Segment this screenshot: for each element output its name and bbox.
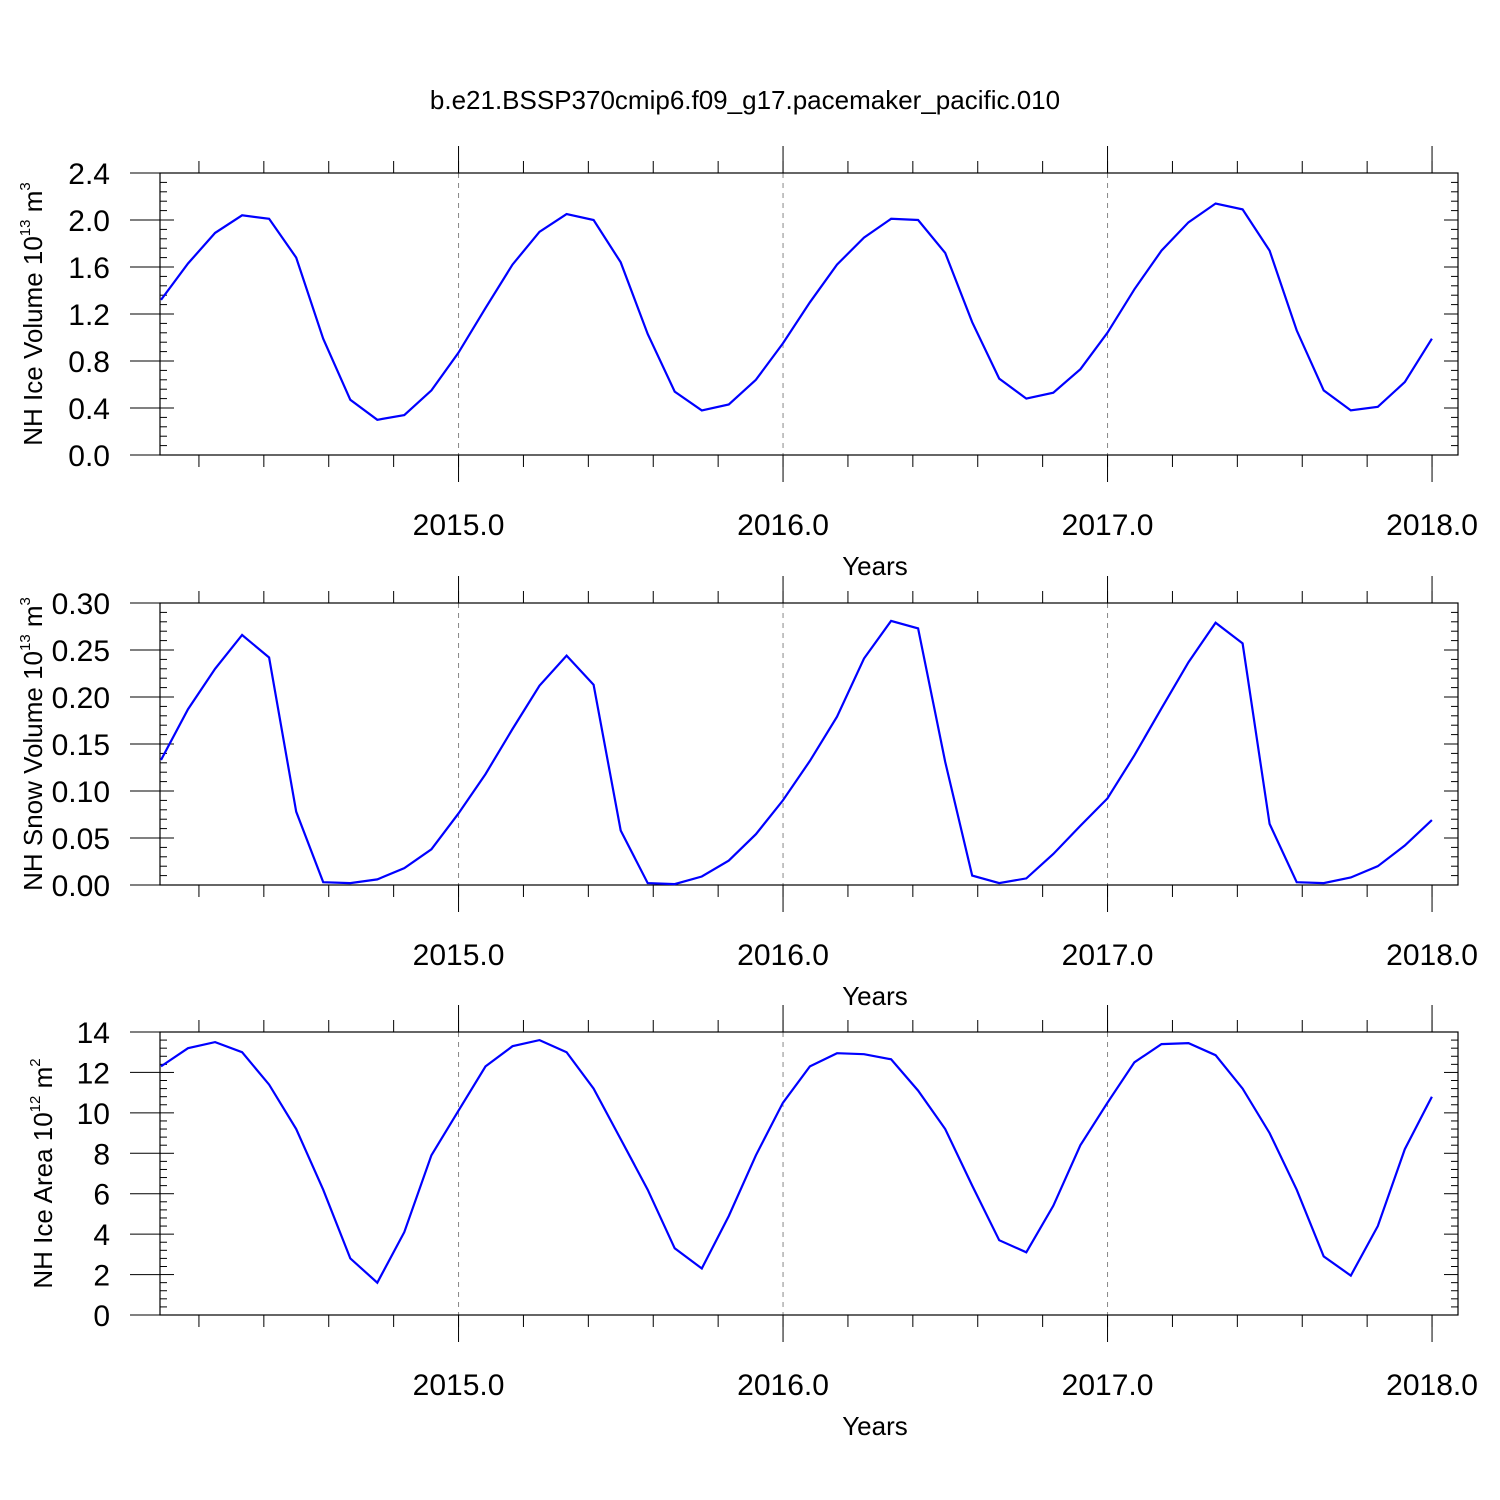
chart-panel-1: 2015.0 2016.0 2017.0 2018.0 0.0 0.4 0.8 1.2 1.6 2…: [17, 146, 1478, 581]
y-tick-label: 0.4: [68, 393, 110, 426]
y-axis-title: NH Snow Volume 1013 m3: [17, 597, 48, 891]
x-tick-label: 2017.0: [1062, 1369, 1154, 1402]
figure-title: b.e21.BSSP370cmip6.f09_g17.pacemaker_pac…: [430, 85, 1060, 115]
x-axis-title: Years: [842, 981, 908, 1011]
y-tick-label: 6: [93, 1179, 110, 1212]
x-tick-label: 2018.0: [1386, 509, 1478, 542]
y-tick-label: 14: [77, 1017, 110, 1050]
y-tick-label: 0.8: [68, 346, 110, 379]
x-tick-label: 2015.0: [413, 939, 505, 972]
x-tick-label: 2015.0: [413, 1369, 505, 1402]
y-tick-label: 12: [77, 1057, 110, 1090]
x-tick-label: 2016.0: [737, 1369, 829, 1402]
y-tick-label: 0.20: [52, 682, 110, 715]
y-tick-label: 2: [93, 1260, 110, 1293]
series-line: [160, 202, 1433, 421]
y-axis-title: NH Ice Volume 1013 m3: [17, 182, 48, 445]
y-tick-label: 0.00: [52, 870, 110, 903]
y-tick-label: 8: [93, 1138, 110, 1171]
x-tick-label: 2018.0: [1386, 939, 1478, 972]
y-tick-label: 0.15: [52, 729, 110, 762]
y-tick-label: 1.2: [68, 299, 110, 332]
series-line: [160, 1038, 1433, 1285]
x-tick-label: 2017.0: [1062, 509, 1154, 542]
y-tick-label: 2.0: [68, 205, 110, 238]
y-tick-label: 1.6: [68, 252, 110, 285]
plot-frame: [159, 602, 1459, 886]
series-line: [160, 619, 1433, 886]
x-axis-title: Years: [842, 1411, 908, 1441]
y-tick-label: 0.30: [52, 588, 110, 621]
y-tick-label: 10: [77, 1098, 110, 1131]
y-tick-label: 4: [93, 1219, 110, 1252]
x-tick-label: 2018.0: [1386, 1369, 1478, 1402]
x-tick-label: 2016.0: [737, 509, 829, 542]
x-tick-label: 2017.0: [1062, 939, 1154, 972]
y-tick-label: 0.10: [52, 776, 110, 809]
y-axis-title: NH Ice Area 1012 m2: [27, 1058, 58, 1288]
y-tick-label: 0.25: [52, 635, 110, 668]
y-tick-label: 0.05: [52, 823, 110, 856]
chart-panel-2: 2015.0 2016.0 2017.0 2018.0 0.00 0.05 0.10 0.15…: [17, 576, 1478, 1011]
x-tick-label: 2015.0: [413, 509, 505, 542]
x-tick-label: 2016.0: [737, 939, 829, 972]
y-tick-label: 0.0: [68, 440, 110, 473]
y-tick-label: 2.4: [68, 158, 110, 191]
plot-frame: [159, 1031, 1459, 1316]
y-tick-label: 0: [93, 1300, 110, 1333]
plot-frame: [159, 172, 1459, 456]
x-axis-title: Years: [842, 551, 908, 581]
chart-panel-3: 2015.0 2016.0 2017.0 2018.0 0 2 4 6 8 10 12 14 Years…: [27, 1005, 1478, 1441]
